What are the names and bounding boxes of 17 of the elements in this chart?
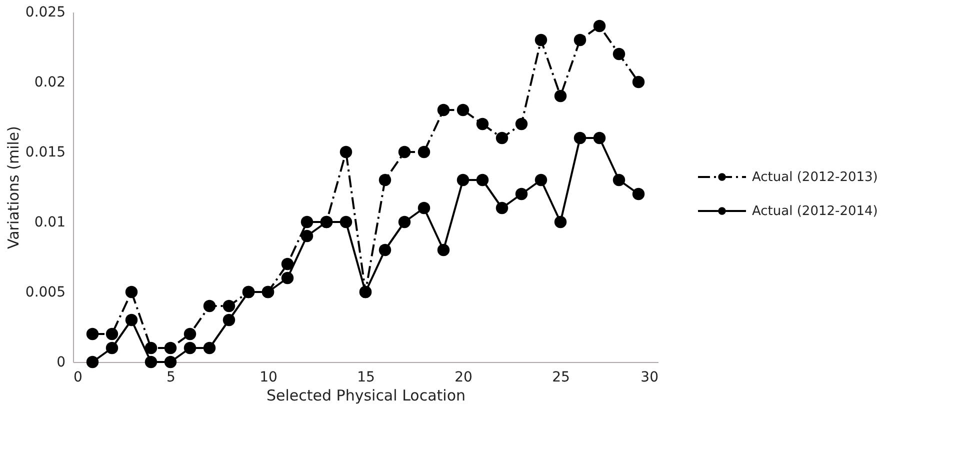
- legend-label: Actual (2012-2013): [752, 170, 878, 185]
- x-tick-label: 0: [74, 370, 82, 386]
- y-tick-label: 0.01: [34, 214, 66, 230]
- legend-label: Actual (2012-2014): [752, 204, 878, 219]
- x-tick-label: 15: [357, 370, 375, 386]
- x-axis-title: Selected Physical Location: [266, 386, 466, 404]
- y-tick-label: 0.025: [25, 4, 66, 20]
- y-tick-label: 0.02: [34, 74, 66, 90]
- x-tick-label: 20: [454, 370, 472, 386]
- y-tick-label: 0.015: [25, 144, 66, 160]
- x-tick-label: 5: [166, 370, 176, 386]
- y-tick-label: 0.005: [25, 284, 66, 300]
- x-tick-label: 25: [552, 370, 570, 386]
- y-axis-title: Variations (mile): [4, 126, 22, 250]
- x-tick-label: 10: [260, 370, 278, 386]
- y-tick-label: 0: [56, 354, 66, 370]
- x-tick-label: 30: [640, 370, 658, 386]
